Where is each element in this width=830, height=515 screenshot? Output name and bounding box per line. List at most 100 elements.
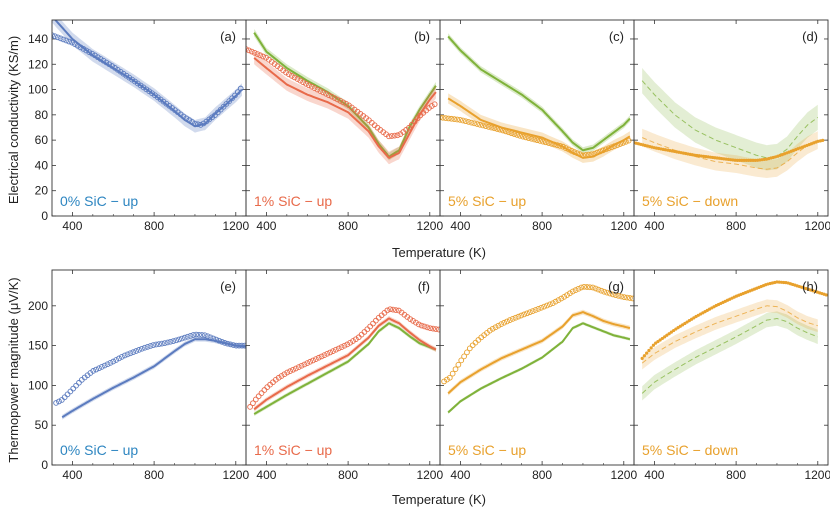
data-point: [649, 346, 653, 350]
data-point: [86, 49, 93, 55]
data-point: [176, 336, 182, 343]
plot-area: [52, 20, 244, 133]
data-point: [552, 298, 559, 305]
data-point: [462, 118, 469, 125]
data-point: [642, 354, 647, 358]
data-point: [236, 342, 242, 349]
panel-frame: [439, 19, 635, 217]
uncertainty-band: [62, 336, 246, 420]
model-line: [447, 322, 631, 414]
data-point: [486, 327, 493, 334]
data-point: [427, 325, 434, 332]
data-point: [620, 140, 626, 146]
data-point: [430, 325, 436, 332]
data-point: [477, 121, 483, 128]
panel-frame: [633, 269, 829, 466]
data-point: [514, 132, 521, 138]
data-point: [287, 368, 293, 374]
data-point: [508, 130, 515, 137]
data-point: [307, 358, 313, 365]
data-point: [575, 285, 582, 292]
series-model-orange: [447, 309, 631, 396]
series-model-green: [447, 321, 631, 415]
data-point: [67, 388, 74, 395]
data-point: [618, 293, 625, 300]
data-point: [415, 321, 422, 328]
data-point: [283, 69, 289, 76]
data-point: [284, 369, 291, 376]
data-point: [54, 34, 61, 41]
data-point: [107, 360, 114, 366]
data-point: [597, 148, 603, 155]
data-point: [461, 353, 467, 360]
uncertainty-band: [642, 299, 818, 370]
data-point: [574, 150, 581, 157]
y-tick-label: 0: [41, 209, 48, 223]
x-axis-label-bottom: Temperature (K): [392, 492, 486, 507]
data-point: [318, 353, 325, 360]
data-point: [614, 142, 621, 148]
data-point: [751, 158, 755, 162]
uncertainty-band: [642, 68, 818, 171]
x-tick-label: 800: [532, 219, 552, 233]
data-point: [214, 109, 221, 116]
data-point: [491, 125, 498, 132]
panel-g: 400 800 1200 (g) 5% SiC − up: [439, 269, 637, 482]
data-point: [565, 146, 572, 153]
data-point: [80, 46, 87, 52]
data-point: [286, 71, 292, 78]
data-point: [663, 335, 667, 339]
data-point: [216, 337, 222, 344]
plot-area: [246, 28, 438, 165]
data-point: [341, 342, 348, 349]
data-point: [159, 340, 165, 347]
data-point: [350, 338, 356, 344]
data-point: [517, 132, 523, 139]
data-point: [141, 344, 148, 351]
data-point: [535, 305, 542, 312]
data-point: [181, 334, 188, 341]
data-point: [288, 72, 295, 79]
x-tick-label: 400: [644, 468, 664, 482]
data-point: [103, 59, 110, 66]
x-tick-label: 800: [726, 468, 746, 482]
data-point: [549, 300, 556, 307]
data-point: [72, 41, 78, 47]
data-point: [735, 158, 739, 162]
data-point: [260, 53, 267, 60]
data-point: [472, 339, 479, 346]
data-point: [330, 348, 336, 354]
y-tick-label: 80: [35, 108, 49, 122]
data-point: [451, 116, 458, 122]
data-point: [656, 339, 660, 344]
data-point: [394, 132, 401, 139]
data-point: [589, 284, 596, 291]
data-point: [592, 285, 599, 292]
x-tick-label: 800: [144, 219, 164, 233]
panel-f: 400 800 1200 (f) 1% SiC − up: [245, 269, 443, 482]
data-point: [527, 309, 533, 316]
ticks: 400 800 1200: [439, 20, 637, 233]
ticks: 400 800 1200: [439, 270, 637, 482]
data-point: [584, 284, 590, 290]
data-point: [297, 77, 304, 84]
data-point: [326, 92, 332, 99]
data-point: [334, 96, 341, 103]
data-point: [384, 307, 391, 314]
data-point: [220, 103, 227, 110]
x-tick-label: 800: [532, 468, 552, 482]
plot-area: [247, 306, 440, 417]
panel-frame: [439, 269, 635, 466]
series-model-red: [253, 316, 437, 412]
data-point: [660, 336, 664, 341]
data-point: [512, 314, 519, 321]
data-point: [281, 371, 288, 378]
data-point: [580, 152, 586, 159]
uncertainty-band: [642, 128, 818, 179]
x-tick-label: 1200: [610, 468, 637, 482]
data-point: [234, 89, 241, 95]
data-point: [502, 128, 509, 135]
series-model-green: [641, 68, 819, 171]
data-point: [551, 141, 558, 148]
data-point: [469, 342, 476, 349]
